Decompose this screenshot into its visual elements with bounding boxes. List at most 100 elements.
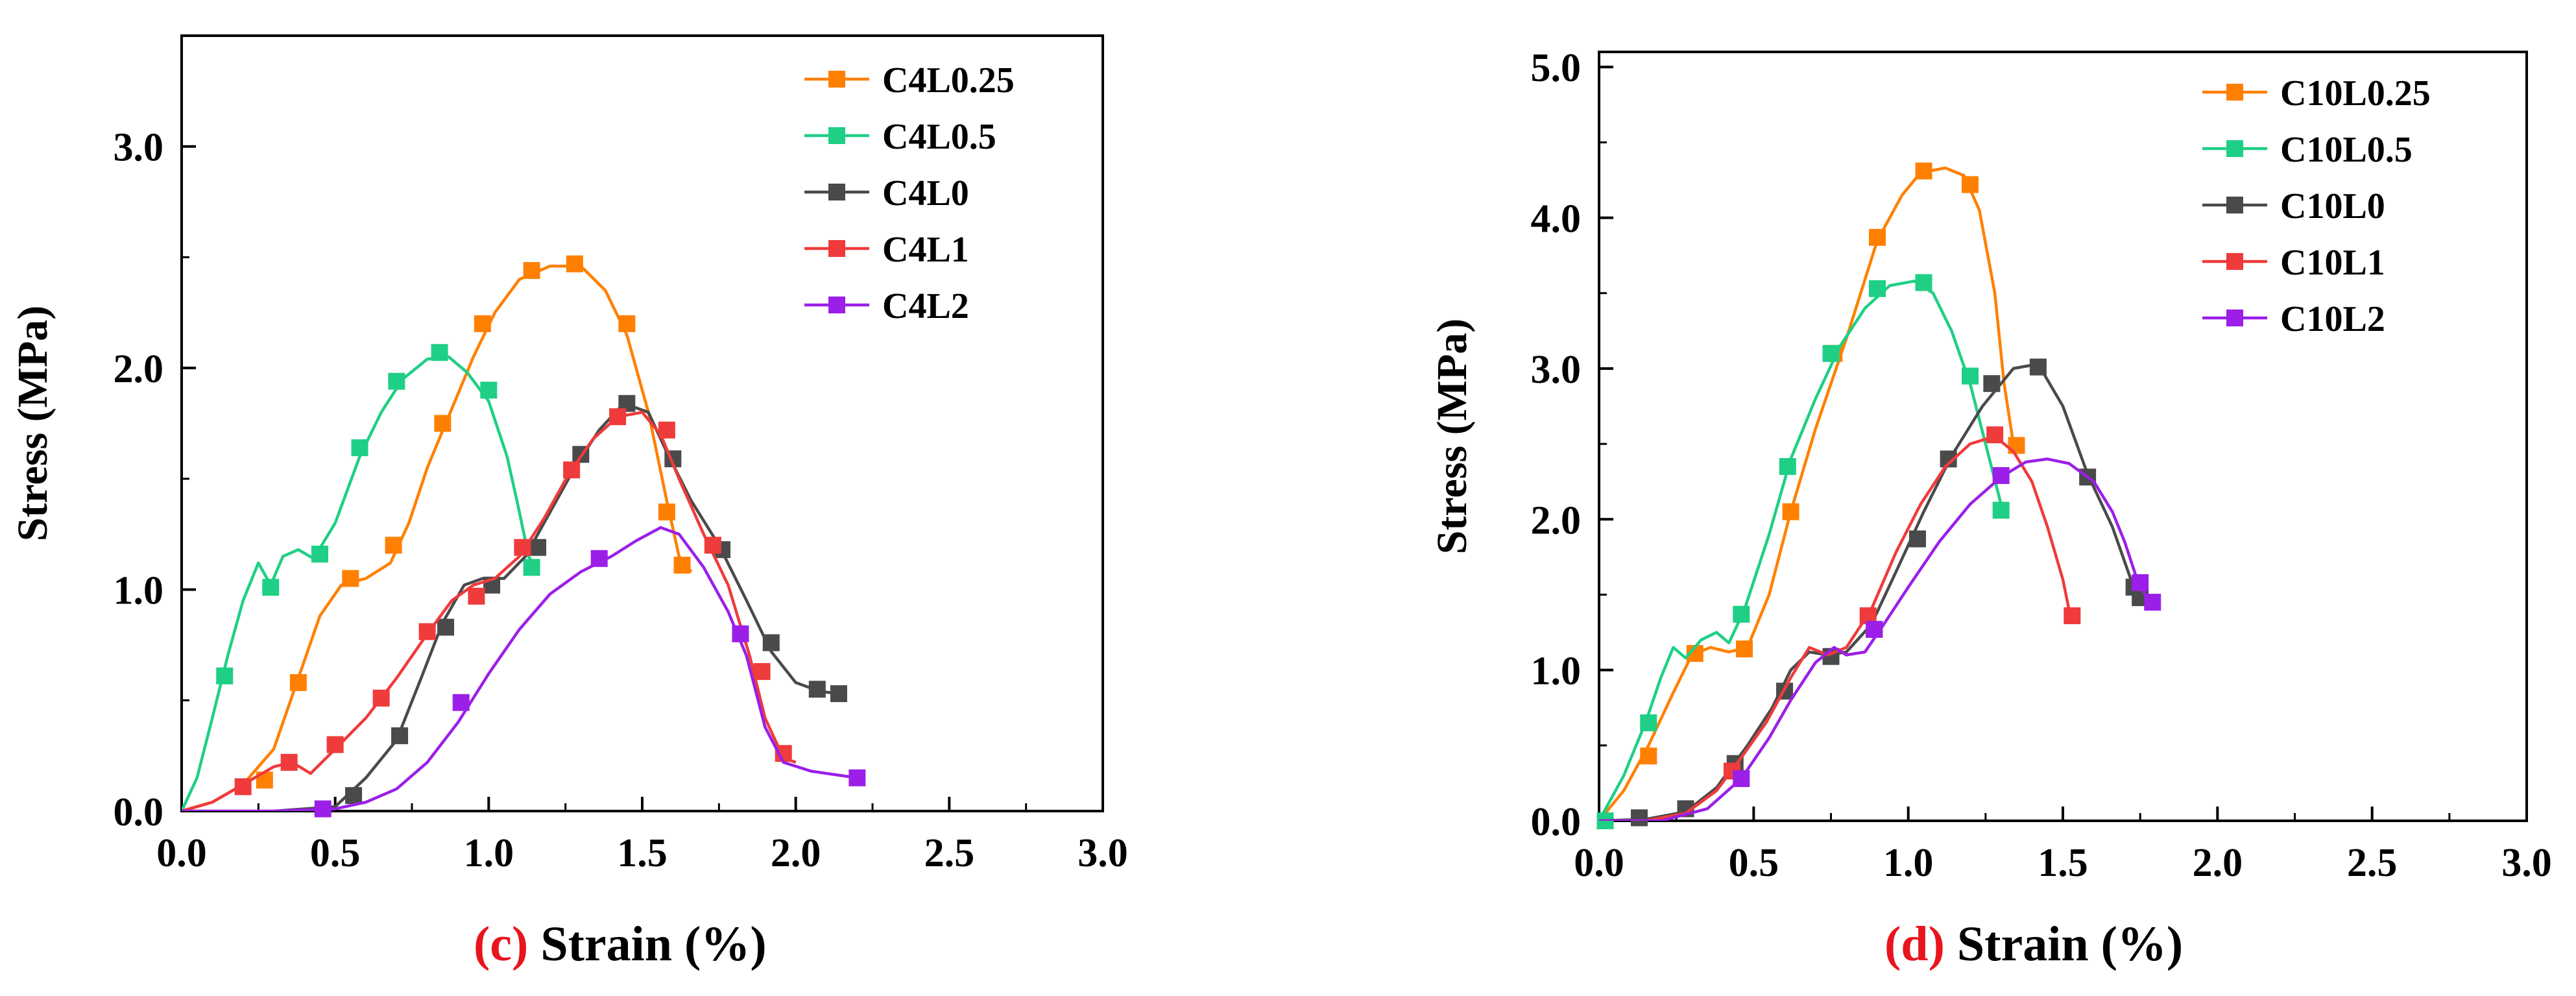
panel-label: (d) — [1884, 917, 1945, 971]
data-point-c10l2 — [1992, 467, 2010, 484]
legend-item-c4l1: C4L1 — [804, 230, 969, 270]
series-line-c10l0-5 — [1599, 279, 2008, 821]
caption-space — [528, 917, 540, 971]
legend-item-c4l0-5: C4L0.5 — [804, 117, 996, 157]
legend-marker — [2226, 310, 2243, 326]
series-c10l1 — [1599, 426, 2081, 821]
data-point-c10l0-5 — [1869, 280, 1886, 297]
data-point-c10l0-25 — [1736, 640, 1753, 658]
legend-item-c4l0-25: C4L0.25 — [804, 60, 1015, 101]
data-point-c10l0-5 — [1822, 345, 1840, 362]
data-point-c4l0 — [529, 539, 547, 556]
legend-label: C10L0.5 — [2280, 130, 2413, 170]
legend-marker — [828, 71, 845, 88]
x-tick-label: 0.5 — [1729, 841, 1779, 885]
y-axis-title: Stress (MPa) — [1428, 319, 1476, 555]
data-point-c10l0 — [2029, 358, 2047, 376]
panel-caption: (c) Strain (%) — [474, 917, 767, 971]
legend-marker — [2226, 140, 2243, 157]
caption-space — [1945, 917, 1957, 971]
data-point-c4l0 — [808, 681, 826, 698]
panel-c: 0.0 0.5 1.0 1.5 2.0 2.5 3.0 0.0 1.0 2.0 3.0 Stress … — [9, 34, 1128, 971]
legend-marker — [828, 184, 845, 200]
x-tick-label: 2.5 — [2347, 841, 2398, 885]
data-point-c4l0-5 — [388, 372, 405, 390]
legend-marker — [828, 127, 845, 144]
data-point-c10l0-5 — [1779, 457, 1796, 475]
x-tick-label: 2.0 — [2193, 841, 2243, 885]
series-line-c4l0 — [273, 402, 839, 811]
x-axis-title: Strain (%) — [540, 917, 766, 971]
data-point-c4l1 — [753, 662, 771, 680]
legend-marker — [2226, 84, 2243, 101]
data-point-c10l1 — [2064, 607, 2081, 624]
data-point-c10l2 — [2144, 594, 2161, 611]
x-tick-label: 1.5 — [617, 831, 668, 875]
legend-marker — [2226, 197, 2243, 213]
series-c4l2 — [182, 526, 866, 818]
y-tick-label: 0.0 — [114, 790, 164, 834]
x-tick-label: 0.0 — [156, 831, 207, 875]
data-point-c4l2 — [452, 694, 470, 711]
data-point-c4l0-25 — [566, 255, 583, 273]
legend-item-c10l0-25: C10L0.25 — [2202, 73, 2431, 114]
data-point-c4l0-5 — [216, 667, 234, 685]
data-point-c4l1 — [609, 408, 627, 426]
data-point-c10l0 — [1630, 809, 1648, 827]
data-point-c4l0-5 — [311, 545, 328, 563]
y-tick-label: 3.0 — [114, 126, 164, 170]
data-point-c10l0-5 — [1733, 605, 1750, 623]
data-point-c4l2 — [314, 800, 331, 818]
data-point-c4l2 — [590, 550, 608, 567]
x-tick-label: 1.5 — [2038, 841, 2088, 885]
series-line-c4l0-5 — [182, 355, 536, 811]
data-point-c4l1 — [326, 736, 344, 753]
data-point-c4l0-25 — [618, 315, 636, 332]
y-tick-label: 1.0 — [114, 569, 164, 613]
x-tick-label: 3.0 — [1077, 831, 1128, 875]
data-point-c10l0-25 — [1915, 162, 1932, 180]
data-point-c4l0-5 — [480, 382, 498, 399]
y-tick-label: 2.0 — [114, 347, 164, 391]
data-point-c4l0 — [830, 685, 847, 703]
data-point-c4l1 — [280, 753, 298, 771]
data-point-c4l0-25 — [385, 537, 402, 554]
data-point-c4l0 — [391, 727, 409, 744]
legend-label: C10L0 — [2280, 186, 2385, 226]
data-point-c4l0 — [345, 787, 363, 805]
series-line-c10l0-25 — [1599, 166, 2021, 821]
legend-item-c10l0-5: C10L0.5 — [2202, 130, 2413, 170]
x-tick-label: 0.0 — [1574, 841, 1624, 885]
x-tick-label: 1.0 — [1883, 841, 1934, 885]
legend-item-c10l2: C10L2 — [2202, 299, 2385, 339]
series-c10l2 — [1599, 457, 2161, 821]
data-point-c4l0-25 — [658, 504, 675, 521]
data-point-c4l1 — [514, 539, 531, 556]
legend-label: C10L0.25 — [2280, 73, 2431, 114]
legend-label: C4L2 — [882, 286, 969, 326]
series-c4l1 — [182, 408, 797, 811]
data-point-c10l0-5 — [1992, 502, 2010, 519]
y-tick-label: 4.0 — [1531, 197, 1582, 241]
data-point-c10l0-5 — [1915, 274, 1932, 291]
series-line-c10l0 — [1599, 362, 2145, 821]
data-point-c4l0-25 — [342, 570, 359, 587]
data-point-c4l0-5 — [431, 344, 448, 361]
data-point-c10l2 — [1866, 620, 1883, 638]
x-tick-label: 2.5 — [924, 831, 975, 875]
panel-d: 0.0 0.5 1.0 1.5 2.0 2.5 3.0 0.0 1.0 2.0 3.0 4.0 5.0 S… — [1428, 46, 2552, 971]
data-point-c4l0-5 — [523, 559, 540, 576]
data-point-c4l1 — [704, 537, 721, 554]
series-c4l0-25 — [182, 255, 693, 811]
data-point-c4l0-25 — [289, 674, 307, 691]
data-point-c10l0-25 — [1640, 747, 1657, 765]
data-point-c4l1 — [372, 689, 390, 707]
series-line-c10l2 — [1599, 457, 2151, 821]
data-point-c4l1 — [234, 778, 252, 796]
series-line-c4l1 — [182, 411, 797, 811]
data-point-c10l1 — [1986, 426, 2004, 444]
y-tick-label: 1.0 — [1531, 650, 1582, 694]
data-point-c4l0-5 — [351, 439, 368, 457]
y-tick-label: 0.0 — [1531, 800, 1582, 844]
